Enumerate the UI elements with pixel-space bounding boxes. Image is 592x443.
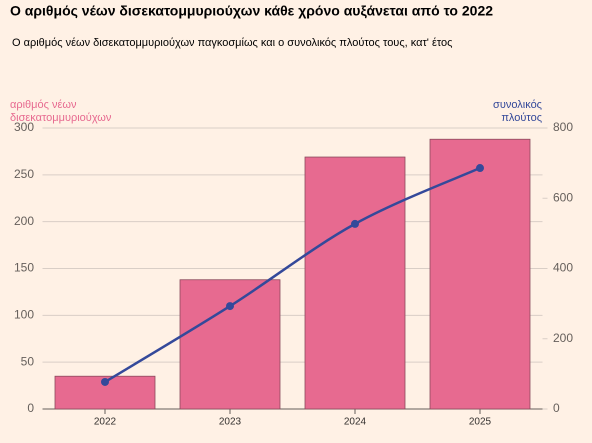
x-tick-label: 2024 (344, 417, 367, 428)
y-tick-label: 300 (14, 120, 34, 134)
point (351, 219, 359, 228)
y2-tick-label: 200 (553, 331, 573, 345)
y2-axis-label: συνολικός (493, 99, 542, 111)
point (226, 302, 234, 311)
y2-axis-label: πλούτος (501, 112, 542, 124)
chart-title: Ο αριθμός νέων δισεκατομμυριούχων κάθε χ… (10, 3, 493, 19)
y-tick-label: 200 (14, 214, 34, 228)
y-tick-label: 100 (14, 308, 34, 322)
x-tick-label: 2022 (94, 417, 117, 428)
point (101, 377, 109, 386)
y2-tick-label: 800 (553, 120, 573, 134)
x-tick-label: 2025 (469, 417, 492, 428)
bar (429, 138, 531, 410)
bar (179, 279, 281, 410)
y-tick-label: 50 (21, 354, 35, 368)
bar (304, 156, 406, 410)
y-axis-label: δισεκατομμυριούχων (10, 112, 112, 124)
y-tick-label: 0 (27, 401, 34, 415)
y-tick-label: 250 (14, 167, 34, 181)
chart-subtitle: Ο αριθμός νέων δισεκατομμυριούχων παγκοσ… (12, 37, 452, 49)
y2-tick-label: 400 (553, 261, 573, 275)
x-tick-label: 2023 (219, 417, 242, 428)
point (476, 164, 484, 173)
y-axis-label: αριθμός νέων (10, 99, 77, 111)
y-tick-label: 150 (14, 261, 34, 275)
line (104, 166, 481, 384)
y2-tick-label: 600 (553, 190, 573, 204)
y2-tick-label: 0 (553, 401, 560, 415)
